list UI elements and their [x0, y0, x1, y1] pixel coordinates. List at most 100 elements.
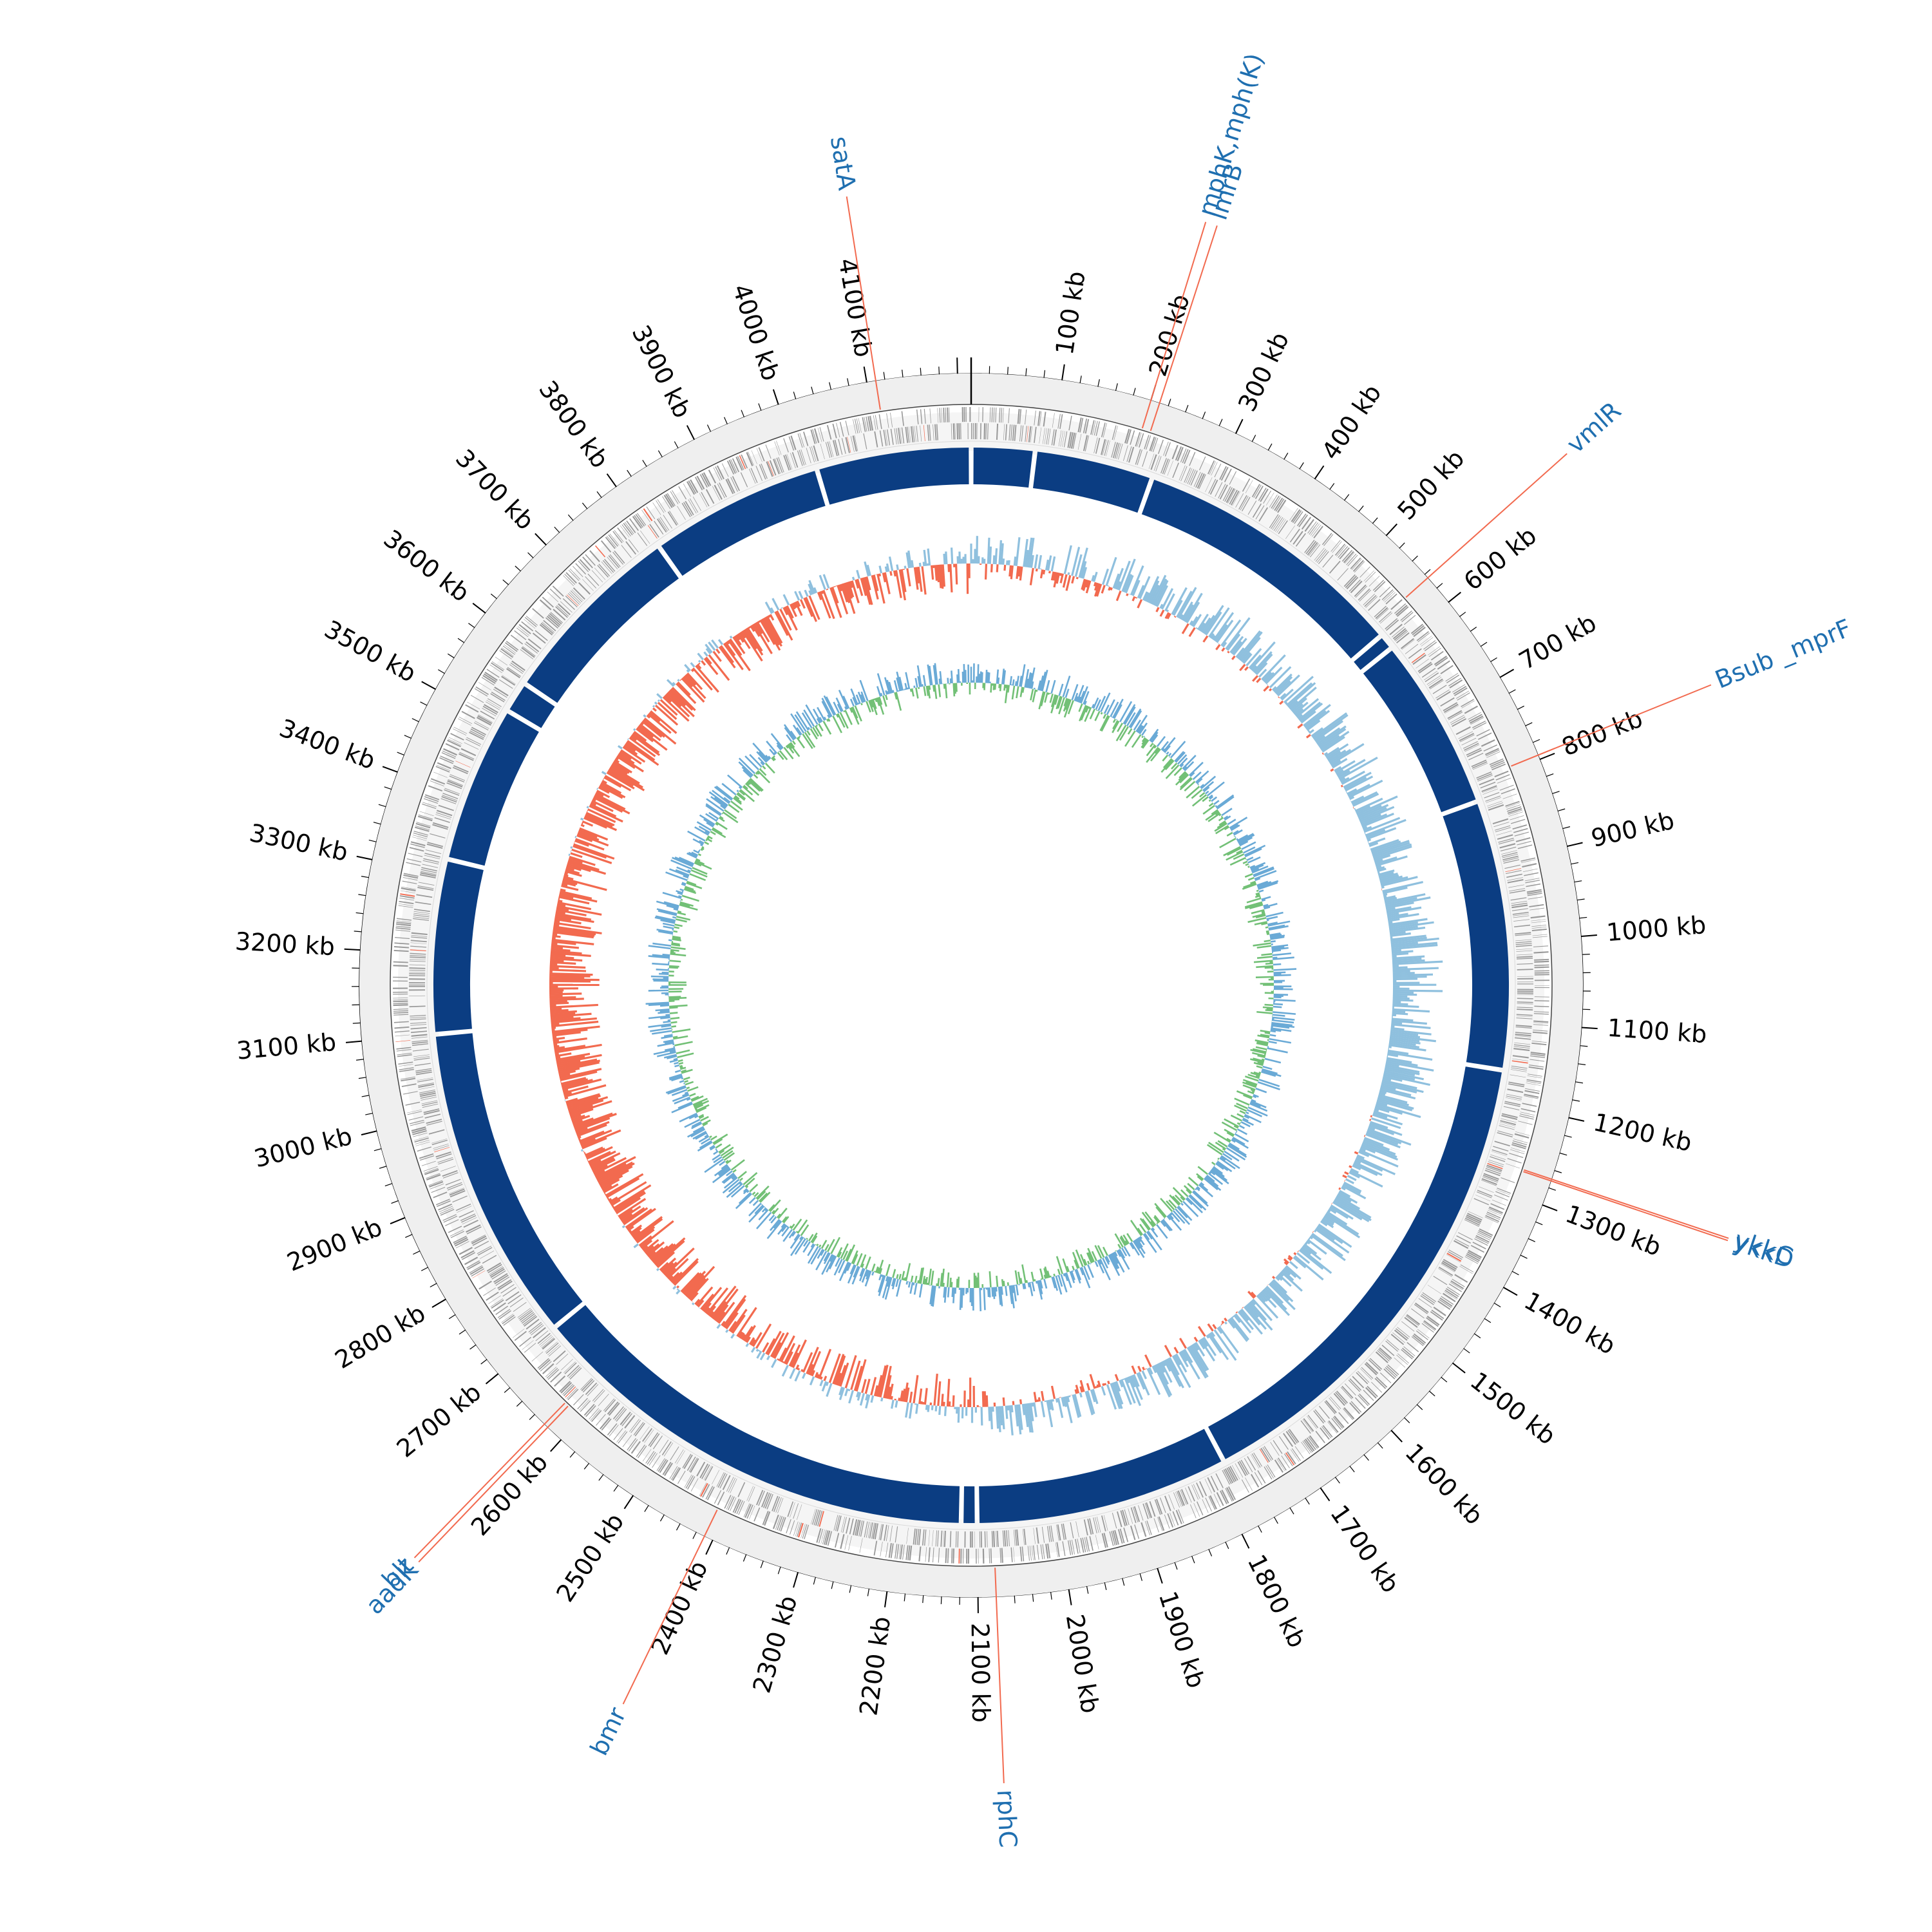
gc-content-bar: [668, 966, 678, 969]
gc-skew-bar: [913, 1375, 919, 1404]
gc-content-bar: [730, 1159, 745, 1171]
cds-feature: [743, 1503, 750, 1517]
gc-content-bar: [915, 687, 919, 699]
cds-feature: [694, 477, 703, 491]
cds-feature: [1235, 1463, 1244, 1478]
gc-skew-bar: [1079, 1392, 1083, 1398]
cds-feature: [1329, 1397, 1340, 1410]
cds-feature: [654, 520, 664, 535]
cds-feature: [519, 1310, 533, 1321]
gc-skew-bar: [853, 1365, 863, 1392]
cds-feature: [1506, 1163, 1520, 1169]
cds-feature: [1042, 1544, 1045, 1559]
gc-content-bar: [1261, 952, 1273, 956]
scale-tick: [405, 1234, 413, 1238]
cds-feature: [428, 1180, 444, 1188]
cds-feature: [803, 431, 809, 446]
gc-skew-bar: [636, 726, 668, 751]
scale-tick: [412, 718, 419, 723]
gc-skew-bar: [626, 1208, 656, 1230]
gc-skew-bar: [1168, 1357, 1180, 1376]
cds-feature: [1441, 1262, 1456, 1272]
cds-feature: [1359, 1393, 1370, 1405]
gc-skew-bar: [1113, 1381, 1124, 1405]
gc-content-bar: [914, 1276, 918, 1283]
gc-skew-bar: [1323, 1215, 1335, 1224]
gc-skew-bar: [1383, 1075, 1403, 1082]
cds-feature: [443, 1215, 458, 1223]
gc-skew-bar: [1378, 1092, 1386, 1096]
cds-feature: [1301, 516, 1312, 530]
cds-feature: [1352, 1376, 1365, 1388]
cds-feature: [1245, 480, 1253, 493]
cds-feature: [815, 1510, 821, 1526]
gc-content-bar: [1273, 993, 1289, 996]
gc-skew-bar: [1233, 1314, 1241, 1323]
cds-feature: [518, 1309, 532, 1320]
cds-feature: [1195, 472, 1203, 488]
gc-content-bar: [1127, 728, 1133, 735]
gc-skew-bar: [795, 1364, 800, 1370]
cds-feature: [634, 515, 643, 528]
cds-feature: [621, 545, 632, 558]
gc-skew-bar: [765, 1338, 776, 1355]
cds-feature: [1470, 717, 1484, 725]
cds-feature: [550, 1371, 562, 1383]
cds-feature: [1245, 1477, 1253, 1491]
gc-skew-bar: [643, 719, 665, 738]
cds-feature: [1508, 884, 1524, 888]
cds-feature: [970, 1531, 971, 1548]
cds-feature: [1000, 408, 1003, 423]
cds-feature: [426, 1119, 442, 1124]
gc-content-bar: [994, 1287, 997, 1297]
cds-feature: [446, 782, 462, 790]
gc-skew-bar: [1305, 1240, 1311, 1245]
gc-skew-bar: [630, 1227, 642, 1236]
cds-feature: [943, 407, 945, 423]
gc-content-bar: [1141, 737, 1146, 743]
cds-feature: [1120, 1510, 1126, 1526]
gc-skew-bar: [1356, 1154, 1365, 1160]
gc-skew-bar: [707, 1305, 716, 1316]
cds-feature: [1332, 541, 1342, 553]
gc-content-bar: [1247, 866, 1250, 868]
gc-skew-bar: [1368, 842, 1379, 848]
gc-skew-bar: [1392, 967, 1439, 971]
cds-feature: [1363, 1389, 1374, 1401]
cds-feature: [409, 989, 426, 991]
gc-content-bar: [674, 1041, 693, 1046]
cds-feature: [1089, 1518, 1094, 1535]
gc-skew-bar: [684, 1274, 705, 1296]
gc-content-bar: [895, 1278, 899, 1287]
cds-feature: [1513, 1044, 1530, 1047]
gc-skew-bar: [866, 576, 871, 591]
cds-feature: [513, 1302, 527, 1312]
gc-skew-bar: [1057, 1397, 1064, 1418]
cds-feature: [568, 569, 580, 582]
cds-feature: [520, 1312, 535, 1323]
gc-skew-bar: [1343, 1181, 1362, 1193]
gc-content-bar: [1150, 732, 1159, 743]
gc-skew-bar: [786, 605, 794, 619]
cds-feature: [483, 1287, 496, 1296]
cds-feature: [1153, 1518, 1159, 1533]
cds-feature: [449, 775, 465, 782]
gc-skew-bar: [1392, 955, 1425, 960]
cds-feature: [1294, 511, 1303, 524]
scale-tick: [1235, 419, 1244, 434]
cds-feature: [433, 1143, 449, 1149]
gc-skew-bar: [1308, 1237, 1311, 1240]
gc-skew-bar: [1195, 1341, 1206, 1357]
cds-feature: [823, 1530, 829, 1545]
cds-feature: [1477, 1189, 1493, 1197]
gc-skew-bar: [564, 873, 569, 877]
gc-skew-bar: [676, 1285, 679, 1289]
gc-content-bar: [1100, 692, 1111, 712]
cds-feature: [766, 1493, 773, 1510]
cds-feature: [609, 533, 620, 546]
cds-feature: [519, 1336, 532, 1347]
gc-skew-bar: [550, 1012, 592, 1018]
cds-feature: [1193, 1502, 1200, 1517]
cds-feature: [916, 1529, 920, 1546]
cds-feature: [1278, 1457, 1287, 1471]
